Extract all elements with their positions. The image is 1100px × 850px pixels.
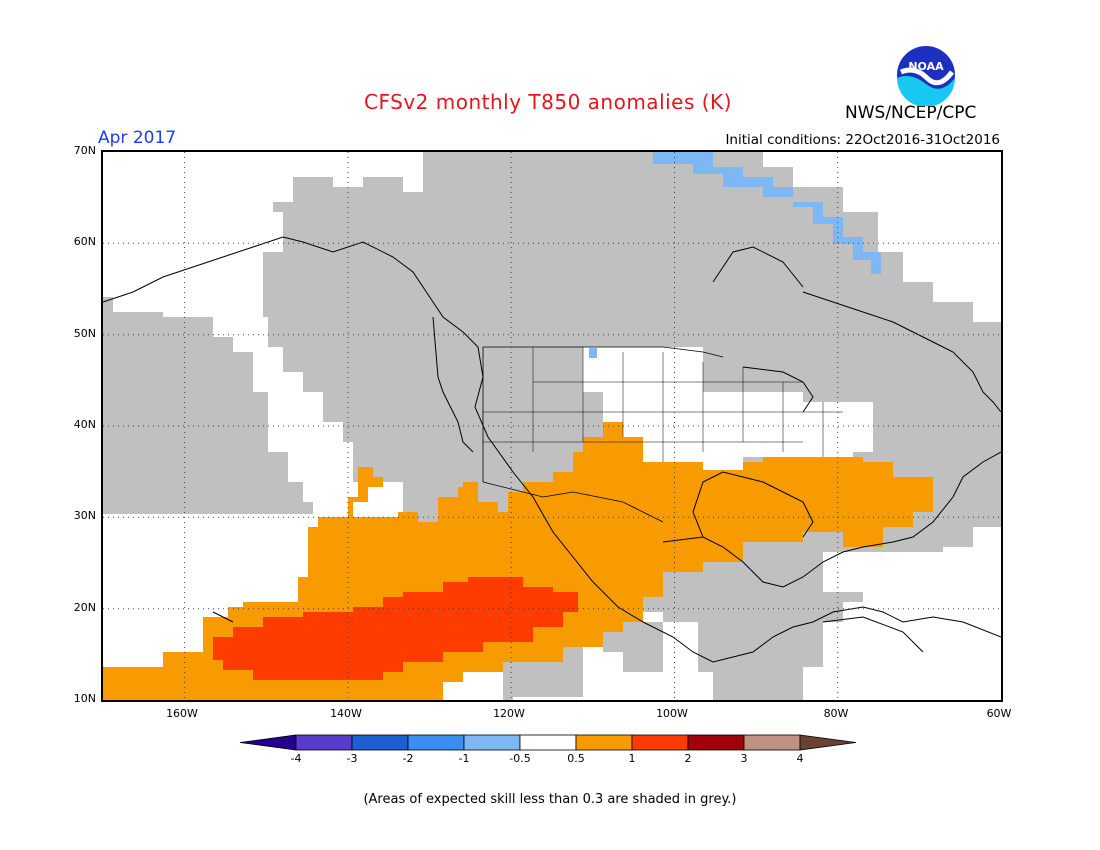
colorbar-tick-label: 3 [740,752,748,765]
colorbar-tick-label: -0.5 [509,752,531,765]
colorbar-tick-label: 4 [796,752,804,765]
coastlines [103,236,1001,663]
colorbar [239,734,862,756]
footnote: (Areas of expected skill less than 0.3 a… [363,792,737,807]
lat-label: 10N [73,692,96,705]
lat-label: 40N [73,418,96,431]
forecast-period: Apr 2017 [98,128,177,148]
anomaly-map [101,150,1003,702]
lat-label: 30N [73,509,96,522]
colorbar-segment [687,734,745,751]
noaa-logo: NOAA [895,44,957,107]
lon-label: 160W [166,707,198,720]
lat-label: 60N [73,235,96,248]
colorbar-tick-label: -3 [346,752,358,765]
lon-label: 100W [656,707,688,720]
colorbar-tick-label: -2 [402,752,414,765]
colorbar-segment [799,734,857,751]
colorbar-segment [575,734,633,751]
initial-conditions: Initial conditions: 22Oct2016-31Oct2016 [725,132,1000,148]
colorbar-segment [631,734,689,751]
chart-title: CFSv2 monthly T850 anomalies (K) [364,90,732,114]
cool-anomaly [589,152,881,358]
colorbar-segment [239,734,297,751]
colorbar-segment [407,734,465,751]
lon-label: 140W [330,707,362,720]
colorbar-tick-label: 0.5 [567,752,585,765]
agency-label: NWS/NCEP/CPC [845,103,977,123]
colorbar-segment [295,734,353,751]
colorbar-segment [351,734,409,751]
lat-label: 70N [73,144,96,157]
lat-label: 50N [73,327,96,340]
lon-label: 60W [986,707,1012,720]
colorbar-segment [743,734,801,751]
colorbar-tick-label: -4 [290,752,302,765]
colorbar-tick-label: -1 [458,752,470,765]
neutral-areas [103,152,1001,700]
colorbar-tick-label: 1 [628,752,636,765]
colorbar-tick-label: 2 [684,752,692,765]
lon-label: 80W [823,707,849,720]
lat-label: 20N [73,601,96,614]
colorbar-segment [463,734,521,751]
logo-text: NOAA [908,60,944,73]
lon-label: 120W [493,707,525,720]
colorbar-segment [519,734,577,751]
strong-warm-anomaly [213,577,578,680]
